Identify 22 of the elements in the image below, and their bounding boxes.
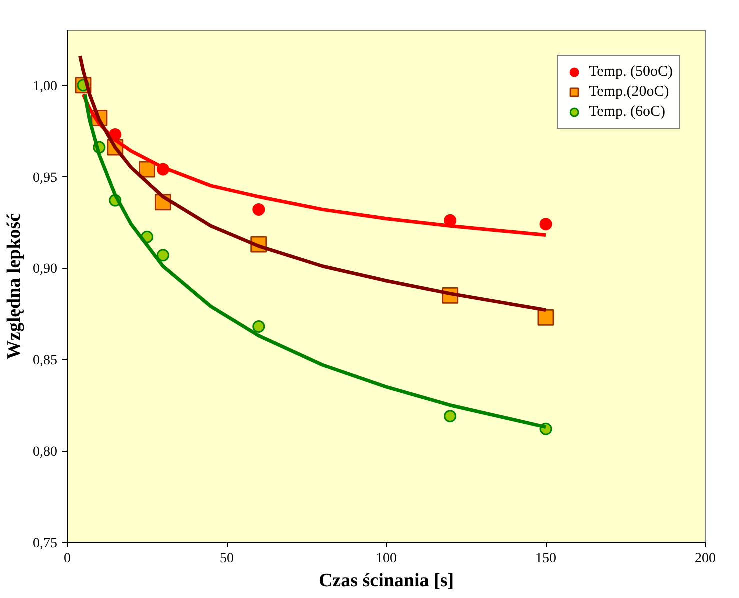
point <box>252 320 266 333</box>
x-tick-label: 0 <box>64 552 71 566</box>
y-tick-label: 0,80 <box>33 445 58 460</box>
y-tick-label: 0,90 <box>33 262 58 278</box>
point <box>156 249 170 262</box>
legend-label: Temp. (6oC) <box>589 102 666 122</box>
point <box>538 309 554 326</box>
x-tick-label: 150 <box>536 552 556 566</box>
x-axis-title: Czas ścinania [s] <box>318 570 454 592</box>
y-tick-label: 0,95 <box>33 170 58 186</box>
y-tick-label: 0,85 <box>33 354 58 369</box>
y-tick-label: 0,75 <box>33 536 58 552</box>
legend-label: Temp. (50oC) <box>589 62 673 82</box>
legend-label: Temp.(20oC) <box>589 82 670 102</box>
x-tick-label: 200 <box>695 552 716 566</box>
y-tick-label: 1,00 <box>33 79 58 94</box>
y-axis-title: Względna lepkość <box>4 213 25 360</box>
x-tick-label: 50 <box>220 552 234 566</box>
point <box>252 203 266 216</box>
point <box>540 218 552 231</box>
x-tick-label: 100 <box>376 552 397 566</box>
point <box>444 410 457 423</box>
